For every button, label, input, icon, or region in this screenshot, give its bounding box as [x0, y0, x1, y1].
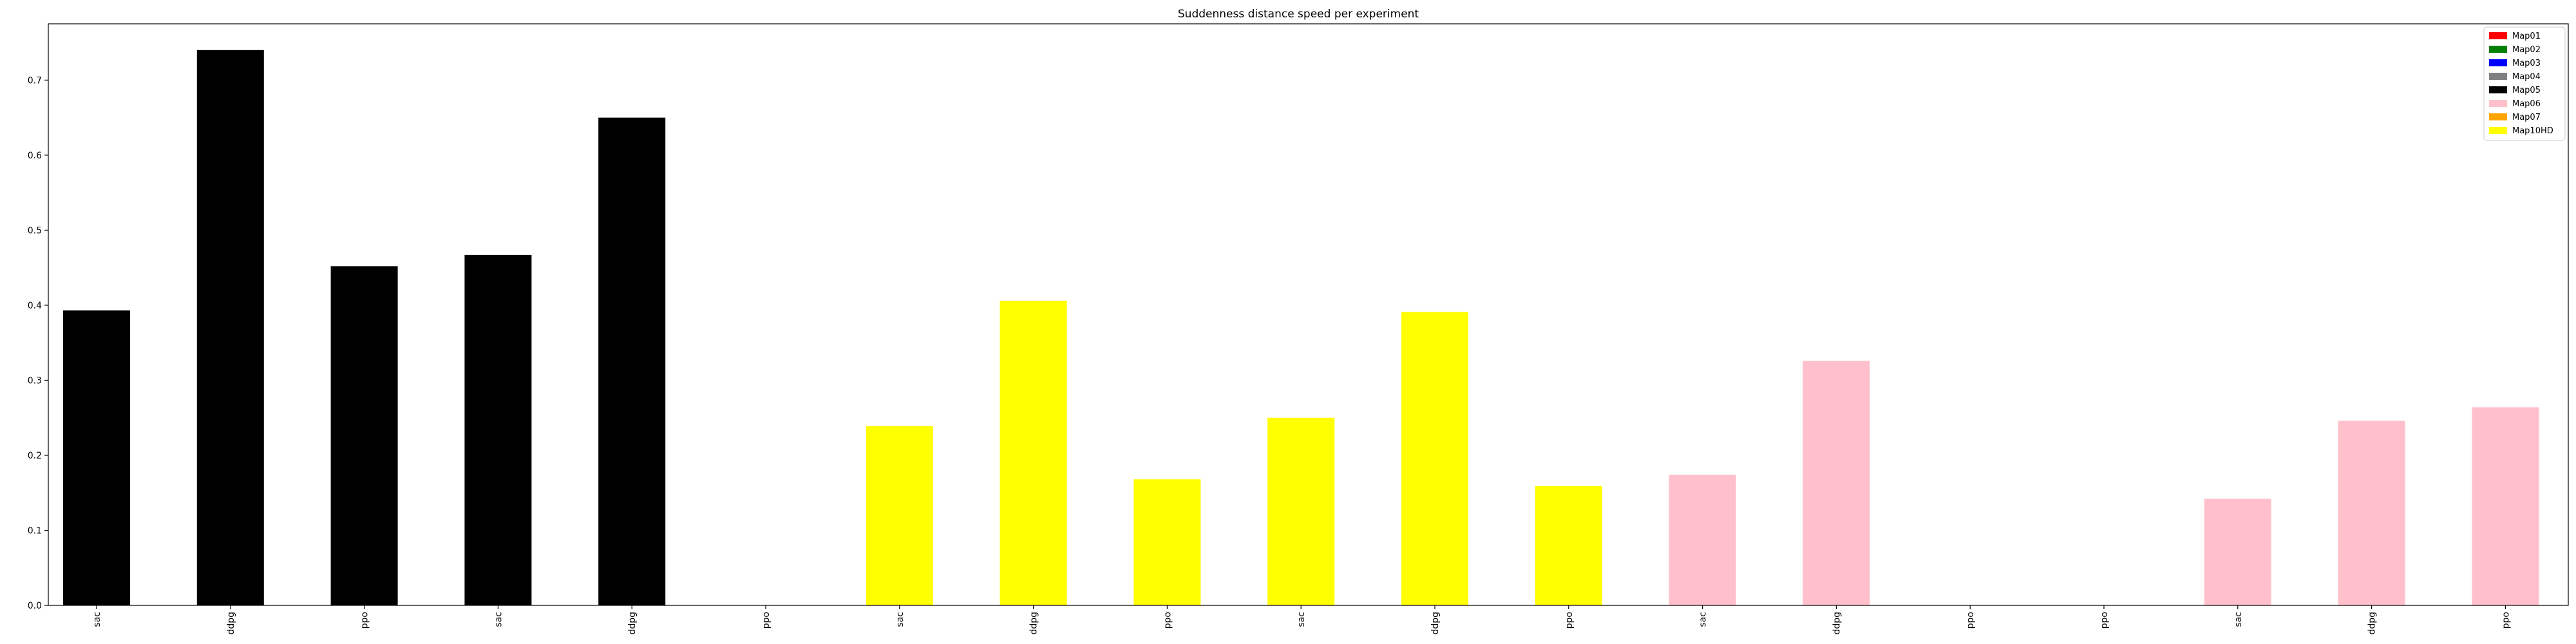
x-tick-label: ppo	[1162, 612, 1173, 629]
legend: Map01 Map02 Map03 Map04 Map05 Map06 Map07 Map10…	[2483, 26, 2566, 141]
x-tick-label: ddpg	[1029, 612, 1039, 635]
bar-17	[2204, 498, 2271, 605]
bar-12	[1535, 486, 1602, 605]
x-tick-label: ppo	[1564, 612, 1575, 629]
x-axis: sac ddpg ppo sac ddpg ppo sac ddpg ppo sac ddpg ppo…	[92, 605, 2511, 635]
legend-label: Map01	[2512, 32, 2541, 41]
bar-8	[999, 300, 1067, 605]
y-tick-label: 0.3	[28, 375, 42, 386]
x-tick-label: ppo	[1965, 612, 1976, 629]
y-tick-label: 0.1	[28, 526, 42, 536]
x-tick-label: ddpg	[1430, 612, 1441, 635]
y-tick-label: 0.7	[28, 75, 42, 86]
x-tick-label: ddpg	[2367, 612, 2378, 635]
bar-10	[1267, 417, 1335, 605]
bar-13	[1669, 475, 1736, 605]
legend-swatch	[2489, 86, 2507, 93]
legend-label: Map04	[2512, 72, 2541, 82]
y-tick-label: 0.6	[28, 151, 42, 161]
x-tick-label: sac	[1296, 612, 1307, 627]
x-tick-label: ddpg	[226, 612, 236, 635]
bar-7	[866, 426, 933, 605]
legend-swatch	[2489, 113, 2507, 120]
x-tick-label: sac	[895, 612, 905, 627]
legend-swatch	[2489, 100, 2507, 107]
legend-label: Map05	[2512, 86, 2541, 95]
x-tick-label: ppo	[360, 612, 370, 629]
y-tick-label: 0.5	[28, 225, 42, 236]
legend-swatch	[2489, 32, 2507, 39]
legend-label: Map03	[2512, 59, 2541, 68]
bar-9	[1133, 479, 1201, 605]
x-tick-label: sac	[92, 612, 102, 627]
y-axis: 0.0 0.1 0.2 0.3 0.4 0.5 0.6 0.7	[28, 75, 48, 611]
bar-19	[2472, 407, 2539, 605]
y-tick-label: 0.0	[28, 601, 42, 611]
legend-label: Map06	[2512, 99, 2541, 109]
x-tick-label: ppo	[761, 612, 772, 629]
legend-swatch	[2489, 127, 2507, 134]
legend-swatch	[2489, 46, 2507, 53]
bar-1	[63, 310, 130, 605]
chart-title: Suddenness distance speed per experiment	[1178, 8, 1419, 21]
x-tick-label: sac	[2233, 612, 2244, 627]
y-tick-label: 0.4	[28, 301, 42, 311]
legend-swatch	[2489, 73, 2507, 80]
bar-11	[1401, 312, 1468, 605]
bar-4	[464, 254, 532, 605]
bar-5	[598, 117, 666, 606]
x-tick-label: sac	[493, 612, 504, 627]
bar-2	[196, 50, 264, 606]
bar-14	[1803, 361, 1870, 605]
legend-box	[2483, 26, 2566, 141]
y-tick-label: 0.2	[28, 451, 42, 461]
legend-label: Map07	[2512, 113, 2541, 122]
bar-3	[330, 266, 398, 605]
legend-swatch	[2489, 59, 2507, 66]
x-tick-label: ppo	[2099, 612, 2110, 629]
bars-layer	[63, 50, 2539, 606]
x-tick-label: sac	[1698, 612, 1709, 627]
bar-18	[2338, 421, 2405, 605]
x-tick-label: ddpg	[627, 612, 638, 635]
x-tick-label: ddpg	[1832, 612, 1842, 635]
plot-frame	[48, 23, 2569, 606]
x-tick-label: ppo	[2501, 612, 2511, 629]
legend-label: Map10HD	[2512, 126, 2553, 136]
legend-label: Map02	[2512, 45, 2541, 55]
